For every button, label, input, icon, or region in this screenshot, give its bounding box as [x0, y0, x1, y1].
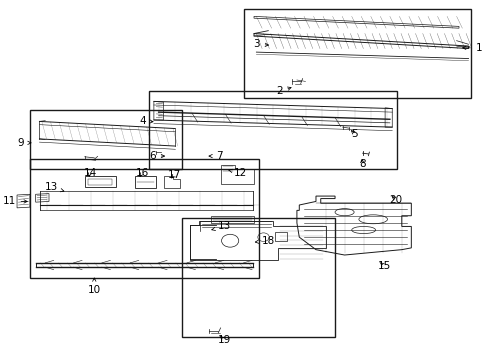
Bar [149, 91, 396, 169]
Text: 20: 20 [388, 195, 402, 204]
Bar [244, 9, 470, 98]
Text: 4: 4 [139, 116, 153, 126]
Text: 14: 14 [83, 168, 96, 178]
Text: 8: 8 [358, 159, 365, 169]
Text: 13: 13 [211, 221, 230, 231]
Text: 18: 18 [255, 236, 274, 246]
Text: 10: 10 [87, 278, 101, 295]
Bar [84, 176, 116, 187]
Text: 16: 16 [136, 168, 149, 178]
Text: 11: 11 [2, 197, 27, 206]
Bar [30, 111, 182, 169]
Text: 19: 19 [217, 335, 230, 345]
Text: 7: 7 [208, 151, 222, 161]
Text: 3: 3 [253, 39, 268, 49]
Bar [182, 217, 334, 337]
Text: 17: 17 [168, 170, 181, 180]
Text: 9: 9 [18, 138, 31, 148]
Text: 1: 1 [462, 43, 481, 53]
Text: 6: 6 [149, 151, 164, 161]
Text: 2: 2 [275, 86, 290, 96]
Text: 5: 5 [350, 129, 357, 139]
Text: 15: 15 [377, 261, 390, 271]
Bar [88, 179, 112, 185]
Bar [135, 176, 156, 188]
Text: 13: 13 [44, 182, 64, 192]
Bar [30, 158, 258, 278]
Text: 12: 12 [228, 168, 247, 178]
